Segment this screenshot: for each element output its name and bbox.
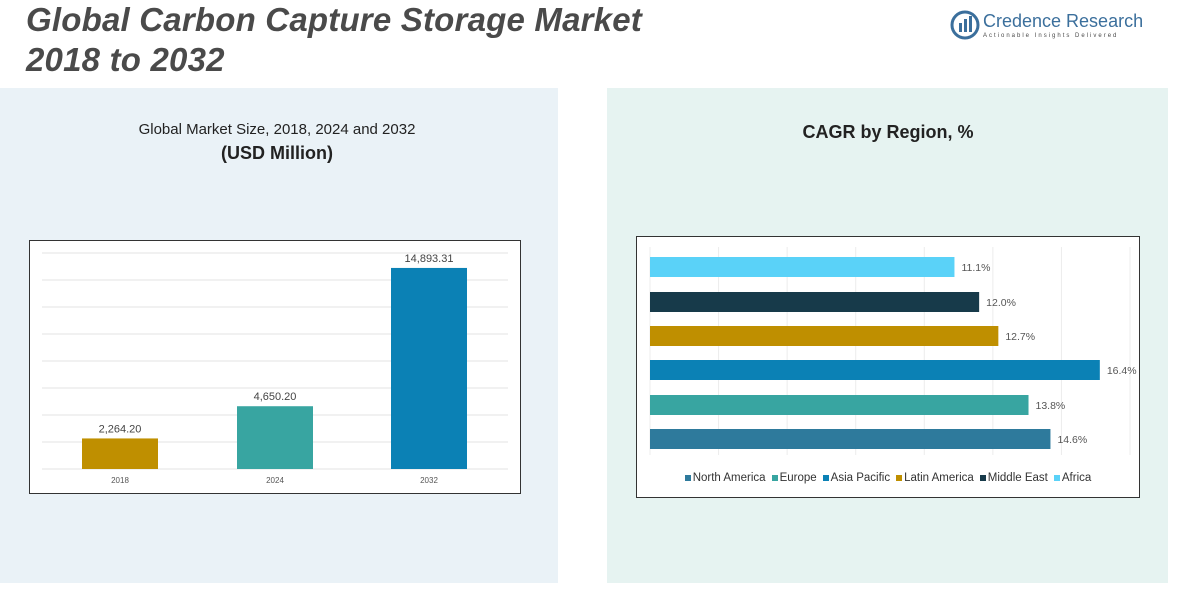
legend-label: Africa <box>1061 472 1092 484</box>
credence-research-logo[interactable]: Credence Research Actionable Insights De… <box>950 10 1160 42</box>
market-size-chart-title: Global Market Size, 2018, 2024 and 2032 <box>138 121 416 138</box>
bar-europe <box>650 395 1029 415</box>
page-title-line2: 2018 to 2032 <box>26 41 225 78</box>
data-label-2018: 2,264.20 <box>99 423 142 435</box>
bar-latin-america <box>650 326 999 346</box>
legend-swatch <box>684 474 691 481</box>
legend-item-europe: Europe <box>771 472 817 484</box>
legend-swatch <box>979 474 986 481</box>
legend-swatch <box>822 474 829 481</box>
legend-swatch <box>1053 474 1060 481</box>
legend-label: Latin America <box>904 472 974 484</box>
market-size-chart-subtitle: (USD Million) <box>221 143 333 163</box>
legend-label: Europe <box>779 472 817 484</box>
bar-africa <box>650 257 955 277</box>
legend-swatch <box>771 474 778 481</box>
legend-label: Asia Pacific <box>830 472 891 484</box>
cagr-chart-title: CAGR by Region, % <box>802 122 974 142</box>
data-label-asia-pacific: 16.4% <box>1107 365 1137 377</box>
data-label-africa: 11.1% <box>961 262 990 274</box>
cagr-chart: 14.6% 13.8% 16.4% 12.7% 12.0% 11.1% North Ame… <box>636 236 1140 498</box>
legend-item-middle-east: Middle East <box>979 472 1048 484</box>
bar-asia-pacific <box>650 360 1100 380</box>
cagr-chart-svg: 14.6% 13.8% 16.4% 12.7% 12.0% 11.1% <box>649 247 1137 455</box>
x-tick-label-2018: 2018 <box>111 476 129 485</box>
credence-logo-icon <box>950 10 980 40</box>
bar-2024 <box>237 406 313 469</box>
legend-item-africa: Africa <box>1053 472 1092 484</box>
legend-item-north-america: North America <box>684 472 766 484</box>
legend-label: North America <box>692 472 766 484</box>
page-title-line1: Global Carbon Capture Storage Market <box>26 1 642 38</box>
bar-2018 <box>82 438 158 469</box>
cagr-legend: North America Europe Asia Pacific Latin Ame… <box>637 472 1139 484</box>
legend-item-latin-america: Latin America <box>896 472 974 484</box>
market-size-chart: 2,264.20 2018 4,650.20 2024 14,893.31 2032 <box>29 240 521 494</box>
page-title: Global Carbon Capture Storage Market 201… <box>26 0 642 80</box>
bar-middle-east <box>650 292 980 312</box>
market-size-chart-svg: 2,264.20 2018 4,650.20 2024 14,893.31 2032 <box>42 252 508 485</box>
logo-name: Credence Research <box>983 11 1144 31</box>
bar-north-america <box>650 429 1051 449</box>
x-tick-label-2032: 2032 <box>420 476 438 485</box>
legend-label: Middle East <box>987 472 1048 484</box>
data-label-2024: 4,650.20 <box>254 391 297 403</box>
data-label-europe: 13.8% <box>1036 400 1066 412</box>
logo-tagline: Actionable Insights Delivered <box>983 33 1119 39</box>
legend-item-asia-pacific: Asia Pacific <box>822 472 891 484</box>
data-label-2032: 14,893.31 <box>405 253 454 265</box>
bar-2032 <box>391 267 467 469</box>
data-label-north-america: 14.6% <box>1057 434 1087 446</box>
data-label-latin-america: 12.7% <box>1005 331 1035 343</box>
x-tick-label-2024: 2024 <box>266 476 284 485</box>
data-label-middle-east: 12.0% <box>986 297 1016 309</box>
legend-swatch <box>896 474 903 481</box>
